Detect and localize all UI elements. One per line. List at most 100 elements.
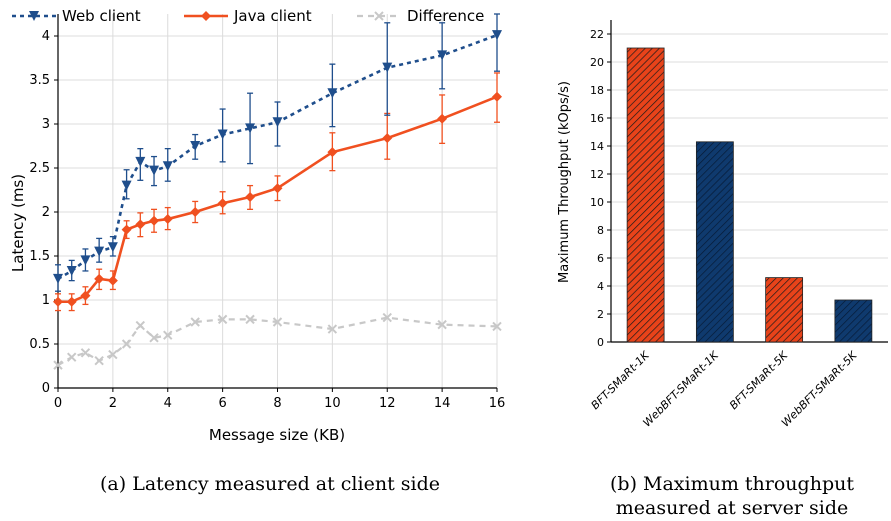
category-label: WebBFT-SMaRt-5K (779, 348, 860, 429)
diamond-marker (492, 91, 502, 102)
x-marker (217, 314, 228, 325)
triangle-marker (162, 161, 173, 172)
x-marker (53, 360, 63, 370)
x-marker (272, 317, 283, 327)
x-marker (108, 349, 118, 360)
x-tick-label: 4 (164, 396, 172, 411)
bar-webbft-smart-1k (695, 141, 734, 343)
y-tick-label: 8 (597, 224, 604, 237)
y-tick-label: 4 (42, 29, 50, 44)
latency-axes (54, 14, 498, 392)
x-marker (135, 320, 146, 331)
diamond-marker (382, 133, 393, 144)
y-tick-label: 6 (597, 252, 604, 265)
x-marker (492, 321, 502, 332)
throughput-caption-line2: measured at server side (616, 497, 849, 519)
y-tick-label: 18 (590, 84, 604, 97)
x-marker (245, 314, 255, 325)
y-tick-label: 12 (590, 168, 604, 181)
category-label: BFT-SMaRt-1K (589, 348, 653, 412)
x-marker (327, 324, 338, 334)
x-tick-label: 8 (273, 396, 281, 411)
triangle-marker (437, 50, 448, 61)
triangle-marker (80, 255, 91, 266)
y-tick-label: 10 (590, 196, 604, 209)
x-marker (382, 312, 392, 323)
x-tick-label: 14 (434, 396, 451, 411)
latency-tick-labels: 0 0.5 1 1.5 2 2.5 3 3.5 4 0 2 4 6 8 10 12 14 16 (29, 29, 505, 411)
x-tick-label: 10 (324, 396, 341, 411)
diamond-marker (190, 207, 201, 217)
triangle-marker (217, 129, 228, 140)
series-difference (53, 312, 502, 370)
triangle-marker (327, 88, 338, 99)
y-tick-label: 1.5 (29, 249, 50, 264)
y-tick-label: 3.5 (29, 73, 50, 88)
triangle-marker (382, 62, 393, 73)
diamond-marker (201, 11, 211, 21)
diamond-marker (245, 192, 256, 203)
category-label: WebBFT-SMaRt-1K (640, 348, 721, 429)
y-tick-label: 2 (597, 308, 604, 321)
diamond-marker (162, 214, 173, 225)
throughput-caption-line1: (b) Maximum throughput (610, 473, 854, 495)
series-java-client (53, 72, 502, 312)
y-tick-label: 1 (42, 293, 50, 308)
latency-series (53, 13, 502, 370)
y-tick-label: 3 (42, 117, 50, 132)
legend-label: Difference (407, 7, 484, 25)
triangle-marker (121, 180, 132, 191)
latency-legend: Web client Java client Difference (12, 7, 484, 25)
diamond-marker (135, 219, 146, 230)
throughput-y-axis-label: Maximum Throughput (kOps/s) (557, 81, 572, 283)
latency-caption: (a) Latency measured at client side (100, 473, 440, 495)
triangle-marker (66, 265, 77, 276)
category-label: BFT-SMaRt-5K (727, 348, 791, 412)
triangle-marker (107, 242, 118, 253)
diamond-marker (437, 113, 448, 124)
x-marker (374, 11, 384, 21)
y-tick-label: 0 (42, 381, 50, 396)
triangle-marker (149, 165, 160, 176)
triangle-marker (245, 123, 256, 134)
x-marker (190, 317, 200, 327)
diamond-marker (66, 296, 77, 307)
diamond-marker (149, 215, 160, 226)
bar-webbft-smart-5k (834, 299, 873, 343)
throughput-tick-labels: 0 2 4 6 8 10 12 14 16 18 20 22 (590, 28, 604, 349)
x-marker (67, 352, 77, 362)
legend-label: Java client (233, 7, 312, 25)
y-tick-label: 14 (590, 140, 604, 153)
bar-bft-smart-5k (765, 277, 804, 343)
x-tick-label: 16 (489, 396, 506, 411)
triangle-marker (135, 156, 146, 167)
triangle-marker (190, 141, 201, 151)
triangle-marker (53, 273, 63, 284)
legend-label: Web client (62, 7, 141, 25)
y-tick-label: 16 (590, 112, 604, 125)
x-marker (121, 339, 132, 349)
throughput-bars (626, 47, 873, 343)
y-tick-label: 2.5 (29, 161, 50, 176)
x-tick-label: 12 (379, 396, 396, 411)
bar-bft-smart-1k (626, 47, 665, 343)
x-tick-label: 6 (218, 396, 226, 411)
y-tick-label: 0 (597, 336, 604, 349)
y-tick-label: 2 (42, 205, 50, 220)
triangle-marker (272, 117, 283, 128)
y-tick-label: 22 (590, 28, 604, 41)
x-marker (163, 330, 173, 340)
triangle-marker (94, 246, 105, 257)
diamond-marker (217, 198, 228, 209)
y-tick-label: 4 (597, 280, 604, 293)
latency-chart: 0 0.5 1 1.5 2 2.5 3 3.5 4 0 2 4 6 8 10 12 14 16 Message s… (9, 7, 505, 495)
y-tick-label: 0.5 (29, 337, 50, 352)
x-tick-label: 0 (54, 396, 62, 411)
diamond-marker (80, 290, 91, 301)
triangle-marker (29, 11, 39, 21)
x-marker (94, 356, 104, 366)
y-tick-label: 20 (590, 56, 604, 69)
